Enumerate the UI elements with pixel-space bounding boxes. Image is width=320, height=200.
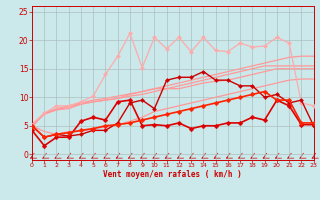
X-axis label: Vent moyen/en rafales ( km/h ): Vent moyen/en rafales ( km/h ) [103,170,242,179]
